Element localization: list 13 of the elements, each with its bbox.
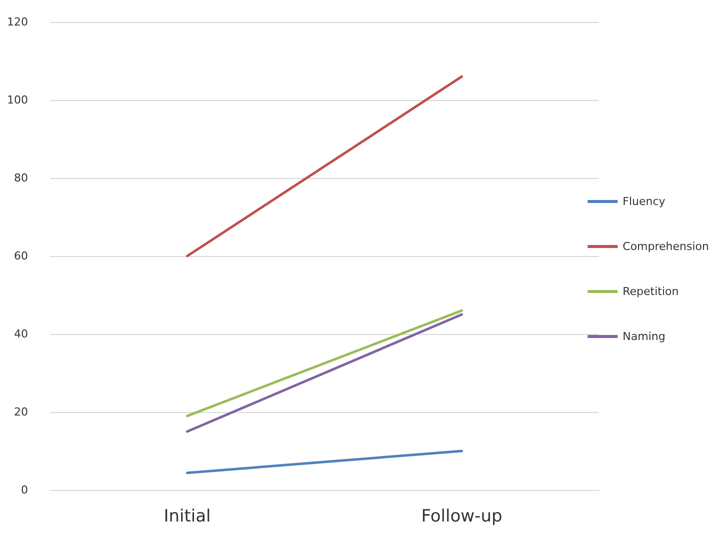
y-tick-label: 80 xyxy=(14,172,28,184)
legend-label: Naming xyxy=(622,330,666,343)
y-tick-label: 0 xyxy=(21,484,28,496)
legend-label: Fluency xyxy=(622,195,666,208)
x-tick-label: Follow-up xyxy=(421,506,502,526)
legend-label: Repetition xyxy=(622,285,679,298)
y-tick-label: 120 xyxy=(7,16,28,28)
legend-label: Comprehension xyxy=(622,240,710,253)
x-tick-label: Initial xyxy=(164,506,211,526)
y-tick-label: 40 xyxy=(14,328,28,340)
y-tick-label: 60 xyxy=(14,250,28,262)
y-tick-label: 20 xyxy=(14,406,28,418)
y-tick-label: 100 xyxy=(7,94,28,106)
